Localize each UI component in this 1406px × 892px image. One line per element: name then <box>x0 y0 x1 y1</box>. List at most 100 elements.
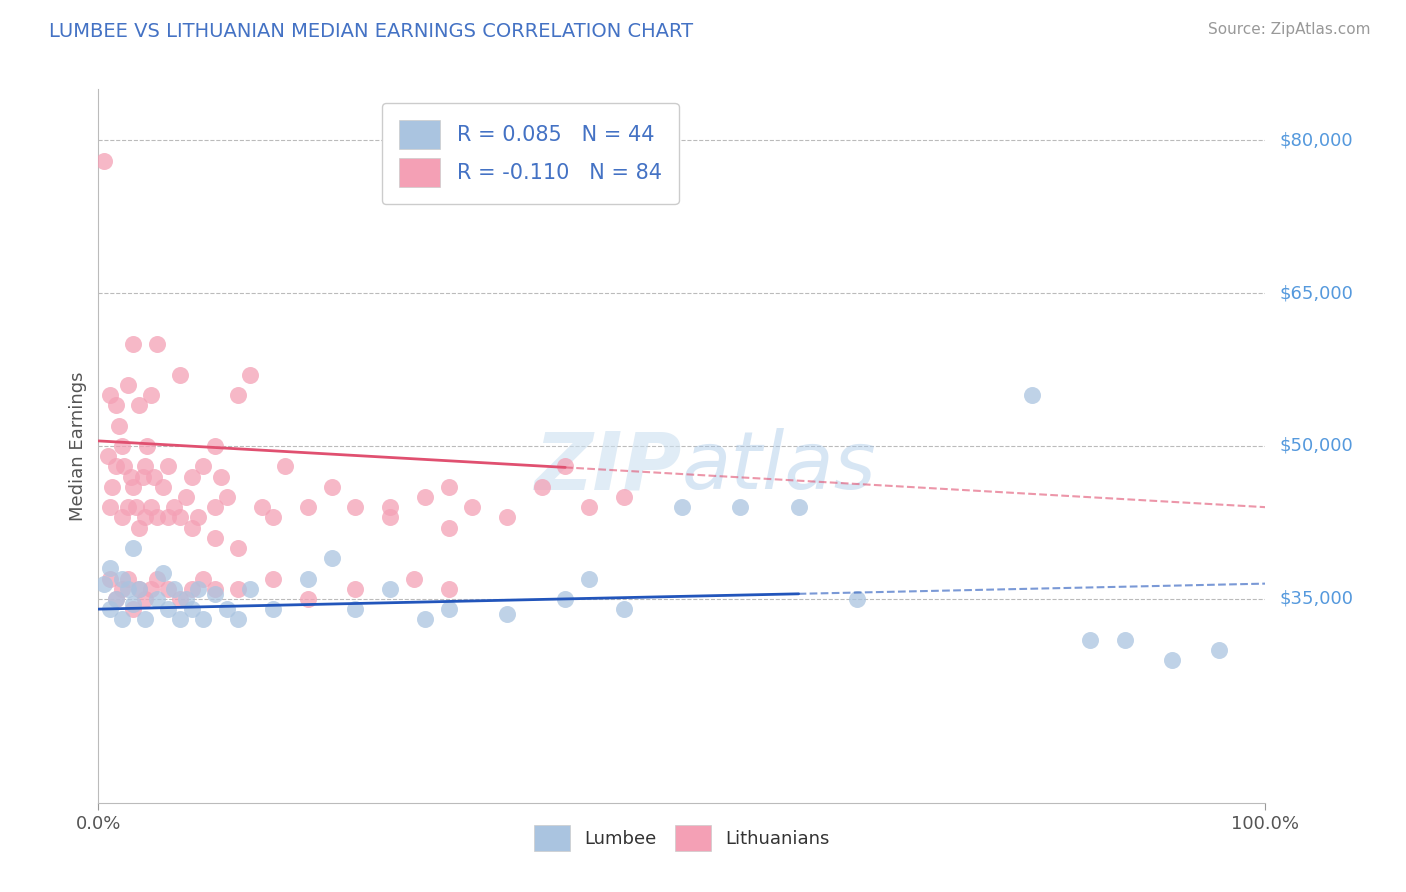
Point <box>134 591 156 606</box>
Point <box>128 520 150 534</box>
Point <box>146 591 169 606</box>
Point <box>122 602 145 616</box>
Point <box>134 612 156 626</box>
Point <box>152 480 174 494</box>
Point <box>554 591 576 606</box>
Point <box>530 480 553 494</box>
Point <box>157 602 180 616</box>
Text: $65,000: $65,000 <box>1279 284 1354 302</box>
Point <box>101 480 124 494</box>
Point <box>157 510 180 524</box>
Point <box>112 459 135 474</box>
Point <box>578 500 600 515</box>
Point <box>98 388 121 402</box>
Point <box>104 591 127 606</box>
Point <box>321 551 343 566</box>
Point <box>111 612 134 626</box>
Point <box>209 469 232 483</box>
Point <box>297 572 319 586</box>
Point <box>613 490 636 504</box>
Text: LUMBEE VS LITHUANIAN MEDIAN EARNINGS CORRELATION CHART: LUMBEE VS LITHUANIAN MEDIAN EARNINGS COR… <box>49 22 693 41</box>
Point <box>228 582 250 596</box>
Point <box>98 500 121 515</box>
Point <box>169 591 191 606</box>
Point <box>437 480 460 494</box>
Point <box>187 582 209 596</box>
Point <box>250 500 273 515</box>
Point <box>128 398 150 412</box>
Point <box>122 337 145 351</box>
Point <box>228 541 250 555</box>
Point <box>413 612 436 626</box>
Point <box>120 469 142 483</box>
Point <box>228 612 250 626</box>
Point <box>104 398 127 412</box>
Point <box>111 510 134 524</box>
Point <box>496 510 519 524</box>
Point <box>180 520 202 534</box>
Point <box>204 531 226 545</box>
Point <box>136 439 159 453</box>
Point <box>163 500 186 515</box>
Point <box>239 582 262 596</box>
Point <box>97 449 120 463</box>
Point <box>132 469 155 483</box>
Point <box>122 541 145 555</box>
Point <box>380 582 402 596</box>
Point <box>93 576 115 591</box>
Point <box>437 582 460 596</box>
Point <box>215 602 238 616</box>
Point <box>262 572 284 586</box>
Point <box>344 582 367 596</box>
Point <box>180 582 202 596</box>
Point <box>169 612 191 626</box>
Point <box>193 572 215 586</box>
Point <box>204 587 226 601</box>
Point <box>125 500 148 515</box>
Point <box>128 582 150 596</box>
Point <box>380 500 402 515</box>
Text: $80,000: $80,000 <box>1279 131 1353 149</box>
Point <box>139 582 162 596</box>
Point <box>104 591 127 606</box>
Point <box>139 500 162 515</box>
Point <box>671 500 693 515</box>
Point <box>108 418 131 433</box>
Point <box>134 510 156 524</box>
Point <box>152 566 174 581</box>
Point <box>174 490 197 504</box>
Text: $50,000: $50,000 <box>1279 437 1353 455</box>
Point <box>169 510 191 524</box>
Point <box>93 153 115 168</box>
Point <box>262 510 284 524</box>
Point <box>117 582 139 596</box>
Point <box>193 459 215 474</box>
Point <box>117 377 139 392</box>
Point <box>146 572 169 586</box>
Point <box>111 439 134 453</box>
Point <box>122 597 145 611</box>
Point <box>117 500 139 515</box>
Text: ZIP: ZIP <box>534 428 682 507</box>
Point <box>846 591 869 606</box>
Point <box>1080 632 1102 647</box>
Point <box>163 582 186 596</box>
Point <box>98 561 121 575</box>
Point <box>111 582 134 596</box>
Point <box>215 490 238 504</box>
Point <box>380 510 402 524</box>
Point <box>169 368 191 382</box>
Point <box>117 572 139 586</box>
Legend: Lumbee, Lithuanians: Lumbee, Lithuanians <box>527 818 837 858</box>
Text: $35,000: $35,000 <box>1279 590 1354 608</box>
Text: Source: ZipAtlas.com: Source: ZipAtlas.com <box>1208 22 1371 37</box>
Point <box>143 469 166 483</box>
Point <box>98 572 121 586</box>
Point <box>157 582 180 596</box>
Point <box>174 591 197 606</box>
Point <box>180 602 202 616</box>
Point <box>157 459 180 474</box>
Point <box>402 572 425 586</box>
Point <box>262 602 284 616</box>
Point <box>204 582 226 596</box>
